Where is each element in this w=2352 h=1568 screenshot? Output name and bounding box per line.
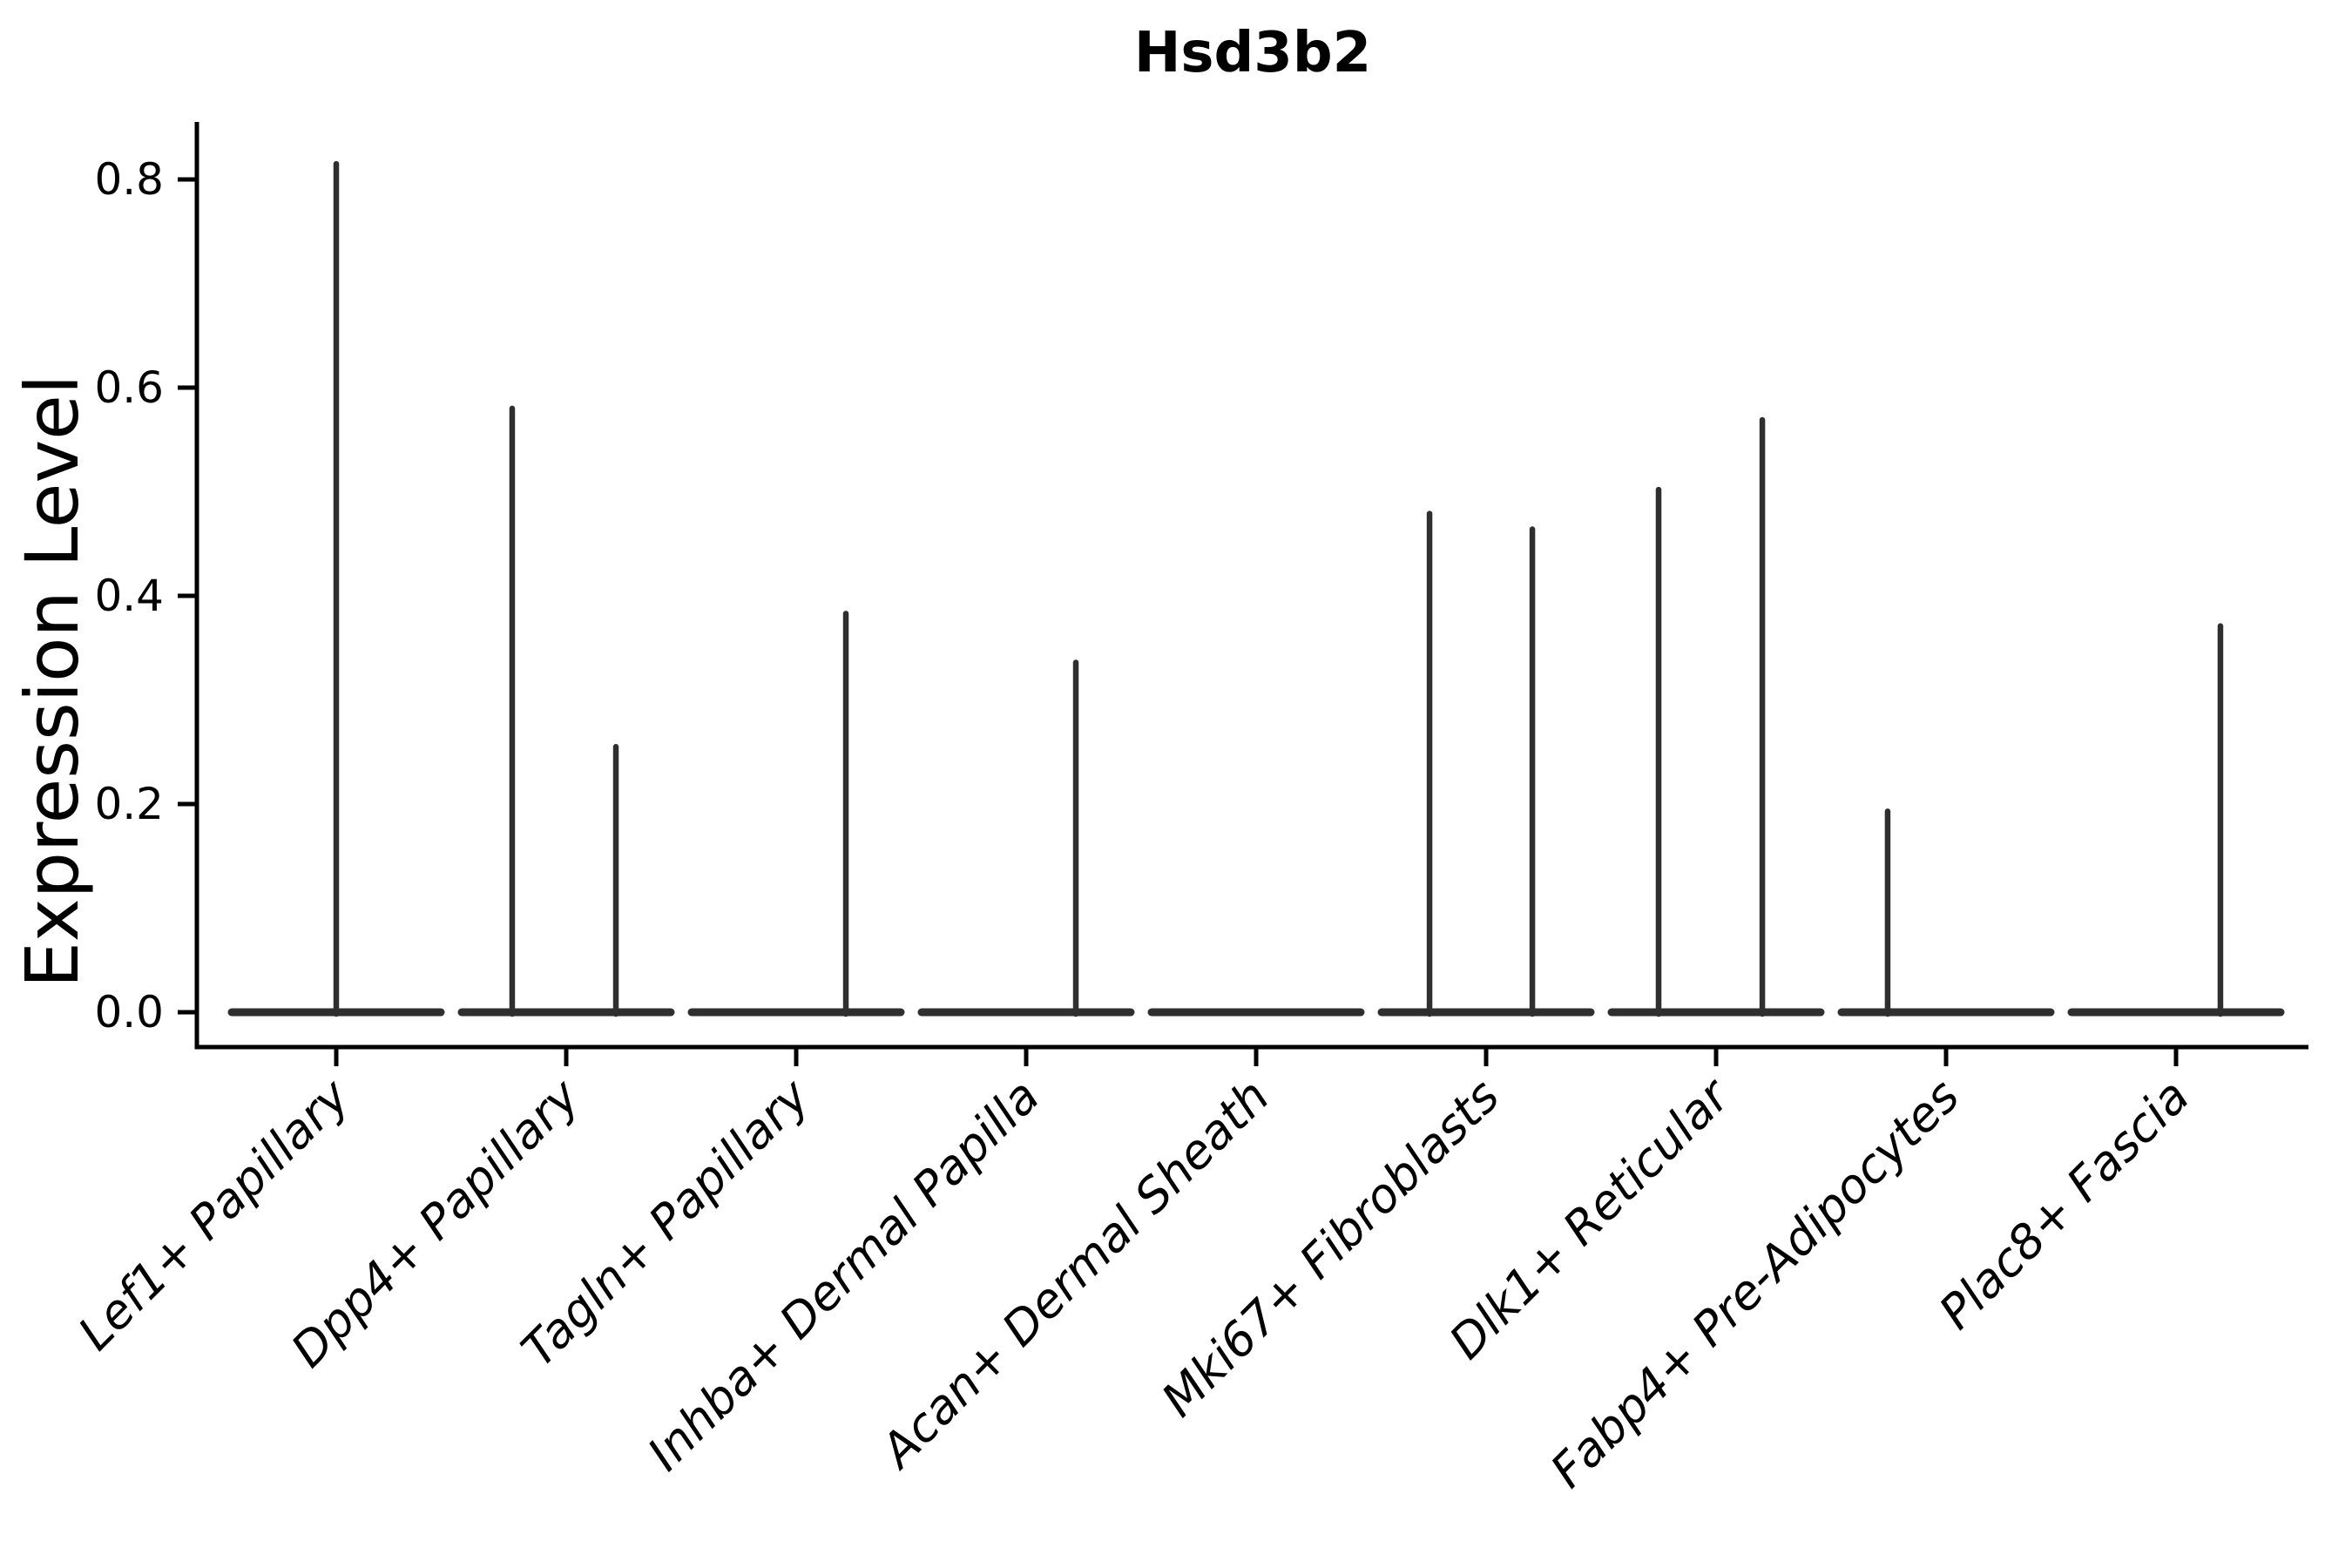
x-category-label-7: Fabp4+ Pre-Adipocytes — [1540, 1069, 1970, 1498]
y-tick-label-4: 0.8 — [94, 154, 164, 205]
x-category-label-8: Plac8+ Fascia — [1929, 1069, 2200, 1340]
y-tick-label-1: 0.2 — [94, 779, 164, 829]
chart-title: Hsd3b2 — [1133, 21, 1372, 85]
x-category-label-3: Inhba+ Dermal Papilla — [637, 1069, 1050, 1482]
y-tick-label-3: 0.6 — [94, 362, 164, 413]
y-tick-label-2: 0.4 — [94, 571, 164, 621]
x-category-label-4: Acan+ Dermal Sheath — [868, 1069, 1280, 1480]
y-tick-label-0: 0.0 — [94, 987, 164, 1037]
